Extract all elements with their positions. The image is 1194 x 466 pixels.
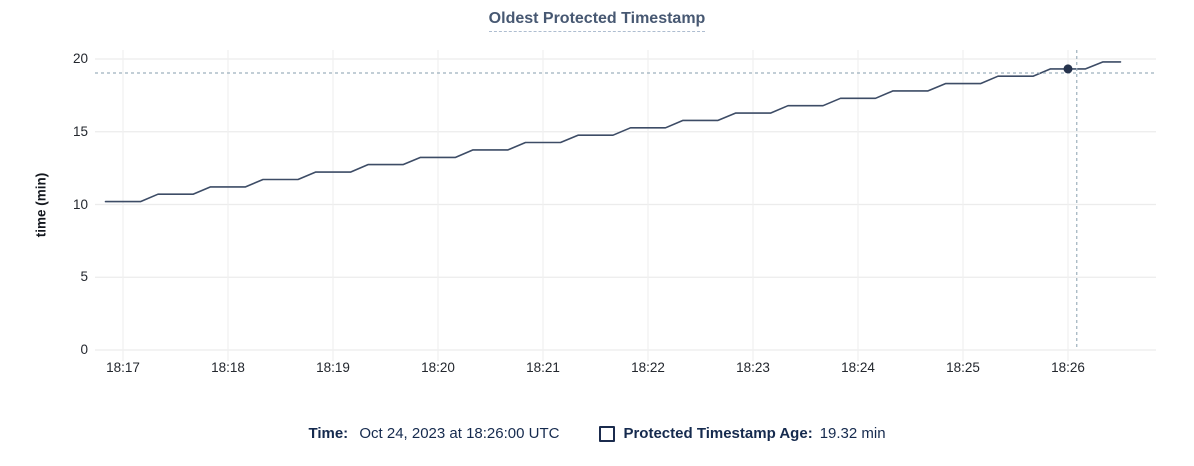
x-tick-label: 18:20 bbox=[421, 360, 455, 375]
y-tick-label: 10 bbox=[72, 196, 88, 212]
x-tick-label: 18:21 bbox=[526, 360, 560, 375]
series-line bbox=[104, 61, 1122, 203]
tooltip-time-value: Oct 24, 2023 at 18:26:00 UTC bbox=[359, 425, 560, 442]
chart-title[interactable]: Oldest Protected Timestamp bbox=[488, 10, 706, 32]
x-tick-label: 18:17 bbox=[106, 360, 140, 375]
chart-legend: Time: Oct 24, 2023 at 18:26:00 UTC Prote… bbox=[0, 424, 1194, 444]
series-value: 19.32 min bbox=[819, 425, 886, 442]
tooltip-time-label: Time: bbox=[308, 425, 349, 442]
y-tick-label: 5 bbox=[80, 269, 88, 285]
series-label: Protected Timestamp Age: bbox=[623, 425, 813, 442]
x-tick-label: 18:18 bbox=[211, 360, 245, 375]
x-tick-label: 18:24 bbox=[841, 360, 875, 375]
y-tick-label: 20 bbox=[72, 51, 88, 66]
x-tick-label: 18:19 bbox=[316, 360, 350, 375]
highlight-dot bbox=[1063, 64, 1073, 74]
x-tick-label: 18:22 bbox=[631, 360, 665, 375]
series-checkbox[interactable] bbox=[599, 426, 616, 442]
x-tick-label: 18:26 bbox=[1051, 360, 1085, 375]
tooltip-time: Time: Oct 24, 2023 at 18:26:00 UTC bbox=[308, 424, 559, 444]
y-tick-label: 15 bbox=[72, 123, 88, 139]
legend-series: Protected Timestamp Age: 19.32 min bbox=[599, 424, 886, 444]
chart-header: Oldest Protected Timestamp bbox=[0, 10, 1194, 32]
y-tick-label: 0 bbox=[80, 342, 88, 357]
x-tick-label: 18:25 bbox=[946, 360, 980, 375]
x-tick-label: 18:23 bbox=[736, 360, 770, 375]
